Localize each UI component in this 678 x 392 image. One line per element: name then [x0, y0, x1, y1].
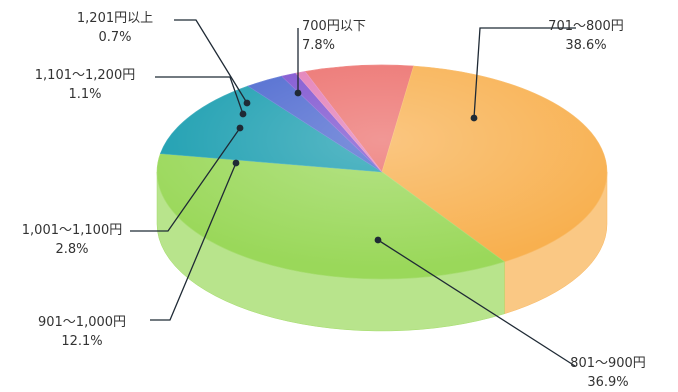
leader-lines — [130, 19, 576, 367]
leader-line-1,001～1,100円 — [130, 127, 241, 232]
leader-line-1,101～1,200円 — [155, 76, 244, 115]
label-pct-801～900円: 36.9% — [587, 375, 628, 390]
leader-line-701～800円 — [473, 27, 576, 119]
leader-dot-901～1,000円 — [232, 159, 240, 167]
label-name-1,201円以上: 1,201円以上 — [77, 11, 153, 26]
leader-dot-700円以下 — [294, 89, 302, 97]
leader-dot-1,201円以上 — [243, 99, 251, 107]
label-pct-701～800円: 38.6% — [565, 38, 606, 53]
label-pct-1,101～1,200円: 1.1% — [68, 87, 101, 102]
pie-gloss — [157, 65, 607, 279]
leader-line-1,201円以上 — [174, 19, 248, 104]
label-name-1,001～1,100円: 1,001～1,100円 — [22, 223, 122, 238]
label-pct-901～1,000円: 12.1% — [61, 334, 102, 349]
leader-line-801～900円 — [377, 239, 576, 367]
label-name-1,101～1,200円: 1,101～1,200円 — [35, 68, 135, 83]
label-pct-700円以下: 7.8% — [302, 38, 335, 53]
leader-line-901～1,000円 — [150, 162, 237, 321]
leader-dot-801～900円 — [374, 236, 382, 244]
label-name-801～900円: 801～900円 — [570, 356, 646, 371]
label-name-701～800円: 701～800円 — [548, 19, 624, 34]
label-name-700円以下: 700円以下 — [302, 19, 366, 34]
label-pct-1,201円以上: 0.7% — [98, 30, 131, 45]
leader-dot-1,101～1,200円 — [239, 110, 247, 118]
leader-dot-701～800円 — [470, 114, 478, 122]
label-pct-1,001～1,100円: 2.8% — [55, 242, 88, 257]
leader-dot-1,001～1,100円 — [236, 124, 244, 132]
label-name-901～1,000円: 901～1,000円 — [38, 315, 126, 330]
pie-top-layer — [156, 64, 608, 280]
